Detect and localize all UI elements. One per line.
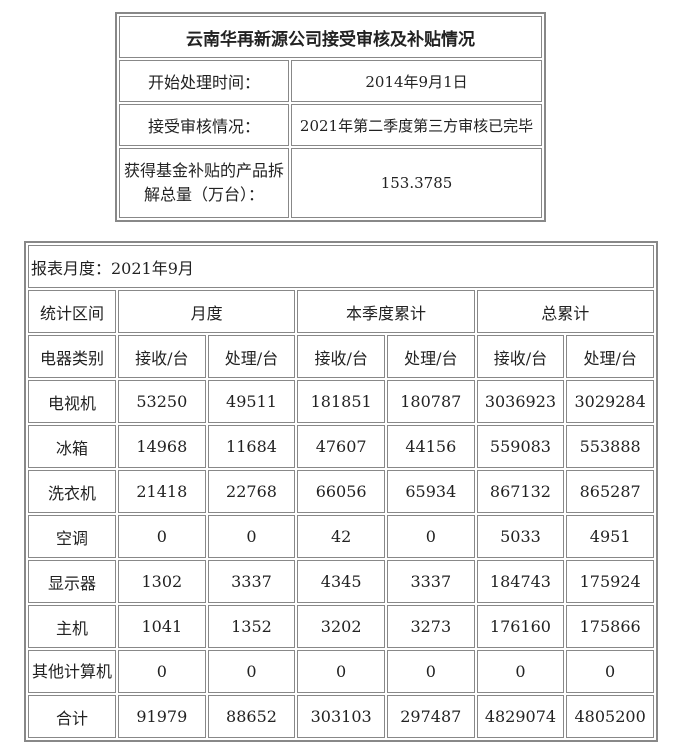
summary-table: 云南华再新源公司接受审核及补贴情况 开始处理时间： 2014年9月1日 接受审核… — [115, 12, 546, 222]
total-dismantled-value: 153.3785 — [291, 148, 542, 218]
cell-value: 53250 — [118, 380, 206, 423]
cell-value: 175924 — [566, 560, 654, 603]
cell-value: 184743 — [476, 560, 565, 603]
sub-header: 接收/台 — [297, 335, 385, 378]
category-name: 电视机 — [28, 380, 116, 423]
start-time-value: 2014年9月1日 — [291, 60, 542, 102]
sub-header: 接收/台 — [476, 335, 565, 378]
cell-value: 44156 — [386, 425, 475, 468]
cell-value: 3202 — [297, 605, 385, 648]
cell-value: 0 — [297, 650, 385, 693]
cell-value: 553888 — [566, 425, 654, 468]
period-total: 总累计 — [476, 290, 654, 333]
report-table: 报表月度：2021年9月 统计区间 月度 本季度累计 总累计 电器类别 接收/台… — [24, 241, 658, 742]
report-month: 报表月度：2021年9月 — [28, 245, 654, 288]
cell-value: 3337 — [386, 560, 475, 603]
table-row: 冰箱 14968 11684 47607 44156 559083 553888 — [28, 425, 654, 468]
cell-value: 11684 — [207, 425, 296, 468]
table-row: 主机 1041 1352 3202 3273 176160 175866 — [28, 605, 654, 648]
cell-value: 5033 — [476, 515, 565, 558]
cell-value: 1352 — [207, 605, 296, 648]
audit-status-label: 接受审核情况： — [119, 104, 289, 146]
cell-value: 91979 — [118, 695, 206, 738]
cell-value: 4951 — [566, 515, 654, 558]
period-quarter: 本季度累计 — [297, 290, 475, 333]
cell-value: 3029284 — [566, 380, 654, 423]
cell-value: 3036923 — [476, 380, 565, 423]
table-row: 合计 91979 88652 303103 297487 4829074 4805200 — [28, 695, 654, 738]
cell-value: 303103 — [297, 695, 385, 738]
cell-value: 0 — [118, 650, 206, 693]
period-header: 统计区间 — [28, 290, 116, 333]
cell-value: 175866 — [566, 605, 654, 648]
cell-value: 3273 — [386, 605, 475, 648]
cell-value: 14968 — [118, 425, 206, 468]
cell-value: 66056 — [297, 470, 385, 513]
category-header: 电器类别 — [28, 335, 116, 378]
cell-value: 867132 — [476, 470, 565, 513]
cell-value: 865287 — [566, 470, 654, 513]
cell-value: 88652 — [207, 695, 296, 738]
table-row: 显示器 1302 3337 4345 3337 184743 175924 — [28, 560, 654, 603]
category-name: 其他计算机 — [28, 650, 116, 693]
cell-value: 181851 — [297, 380, 385, 423]
cell-value: 180787 — [386, 380, 475, 423]
cell-value: 0 — [118, 515, 206, 558]
cell-value: 42 — [297, 515, 385, 558]
cell-value: 0 — [476, 650, 565, 693]
category-name: 冰箱 — [28, 425, 116, 468]
category-name: 显示器 — [28, 560, 116, 603]
cell-value: 176160 — [476, 605, 565, 648]
table-row: 空调 0 0 42 0 5033 4951 — [28, 515, 654, 558]
cell-value: 1302 — [118, 560, 206, 603]
cell-value: 0 — [207, 515, 296, 558]
category-name: 主机 — [28, 605, 116, 648]
cell-value: 47607 — [297, 425, 385, 468]
category-name: 合计 — [28, 695, 116, 738]
cell-value: 22768 — [207, 470, 296, 513]
cell-value: 0 — [207, 650, 296, 693]
sub-header: 处理/台 — [566, 335, 654, 378]
cell-value: 559083 — [476, 425, 565, 468]
cell-value: 65934 — [386, 470, 475, 513]
cell-value: 0 — [386, 515, 475, 558]
table-row: 电视机 53250 49511 181851 180787 3036923 3029284 — [28, 380, 654, 423]
start-time-label: 开始处理时间： — [119, 60, 289, 102]
cell-value: 297487 — [386, 695, 475, 738]
period-monthly: 月度 — [118, 290, 296, 333]
cell-value: 21418 — [118, 470, 206, 513]
cell-value: 0 — [386, 650, 475, 693]
sub-header: 处理/台 — [386, 335, 475, 378]
category-name: 空调 — [28, 515, 116, 558]
cell-value: 49511 — [207, 380, 296, 423]
sub-header: 接收/台 — [118, 335, 206, 378]
total-dismantled-label: 获得基金补贴的产品拆解总量（万台）： — [119, 148, 289, 218]
audit-status-value: 2021年第二季度第三方审核已完毕 — [291, 104, 542, 146]
cell-value: 1041 — [118, 605, 206, 648]
cell-value: 4829074 — [476, 695, 565, 738]
cell-value: 4805200 — [566, 695, 654, 738]
cell-value: 4345 — [297, 560, 385, 603]
table-row: 其他计算机 0 0 0 0 0 0 — [28, 650, 654, 693]
category-name: 洗衣机 — [28, 470, 116, 513]
sub-header: 处理/台 — [207, 335, 296, 378]
cell-value: 0 — [566, 650, 654, 693]
table-row: 洗衣机 21418 22768 66056 65934 867132 865287 — [28, 470, 654, 513]
cell-value: 3337 — [207, 560, 296, 603]
summary-title: 云南华再新源公司接受审核及补贴情况 — [119, 16, 542, 58]
